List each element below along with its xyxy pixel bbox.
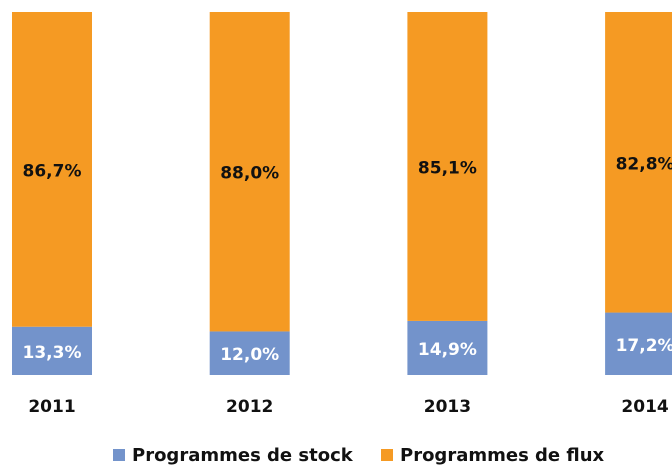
data-label: 14,9% bbox=[418, 340, 477, 360]
bar-segment bbox=[209, 12, 290, 332]
data-label: 13,3% bbox=[23, 343, 82, 363]
bar-segment bbox=[605, 312, 672, 375]
bar-segment bbox=[605, 12, 672, 313]
bar-segment bbox=[12, 326, 92, 375]
data-label: 17,2% bbox=[616, 336, 672, 356]
legend-swatch bbox=[113, 449, 125, 461]
x-tick-label: 2011 bbox=[28, 397, 75, 417]
data-label: 12,0% bbox=[220, 345, 279, 365]
data-label: 85,1% bbox=[418, 158, 477, 178]
bar-segment bbox=[12, 12, 92, 327]
x-tick-label: 2014 bbox=[621, 397, 668, 417]
legend-swatch bbox=[381, 449, 393, 461]
x-tick-label: 2013 bbox=[424, 397, 471, 417]
data-label: 82,8% bbox=[616, 154, 672, 174]
bar-segment bbox=[209, 331, 290, 375]
x-tick-label: 2012 bbox=[226, 397, 273, 417]
bar-segment bbox=[407, 320, 488, 375]
legend-label: Programmes de stock bbox=[132, 445, 354, 466]
legend-label: Programmes de flux bbox=[400, 445, 605, 466]
data-label: 88,0% bbox=[220, 164, 279, 184]
bar-segment bbox=[407, 12, 488, 321]
data-label: 86,7% bbox=[23, 161, 82, 181]
